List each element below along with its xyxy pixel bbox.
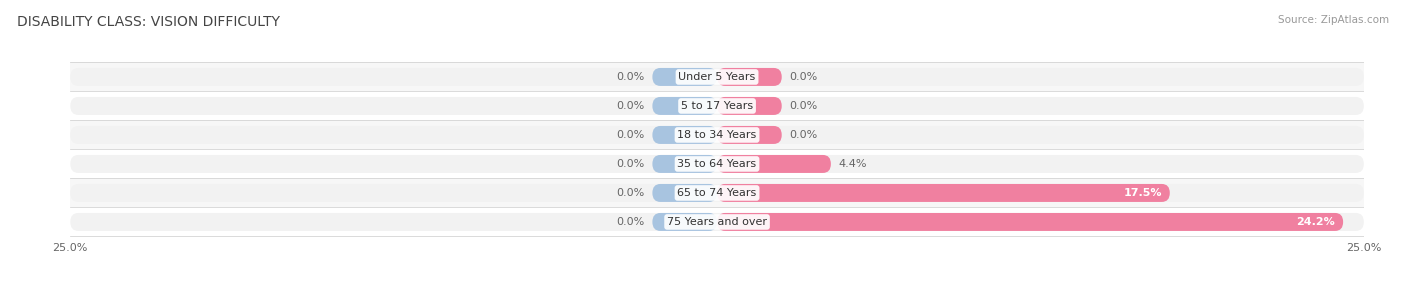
Text: DISABILITY CLASS: VISION DIFFICULTY: DISABILITY CLASS: VISION DIFFICULTY [17, 15, 280, 29]
FancyBboxPatch shape [717, 126, 782, 144]
Text: 0.0%: 0.0% [616, 72, 644, 82]
Text: 0.0%: 0.0% [616, 101, 644, 111]
Text: 0.0%: 0.0% [616, 217, 644, 227]
Bar [70, 178, 1364, 207]
Text: Under 5 Years: Under 5 Years [679, 72, 755, 82]
Text: 65 to 74 Years: 65 to 74 Years [678, 188, 756, 198]
Text: 0.0%: 0.0% [616, 188, 644, 198]
Text: 0.0%: 0.0% [790, 72, 818, 82]
FancyBboxPatch shape [717, 184, 1170, 202]
Text: Source: ZipAtlas.com: Source: ZipAtlas.com [1278, 15, 1389, 25]
Text: 0.0%: 0.0% [790, 130, 818, 140]
FancyBboxPatch shape [70, 68, 1364, 86]
Bar [70, 149, 1364, 178]
Text: 24.2%: 24.2% [1296, 217, 1336, 227]
Text: 0.0%: 0.0% [790, 101, 818, 111]
FancyBboxPatch shape [652, 213, 717, 231]
FancyBboxPatch shape [70, 155, 1364, 173]
FancyBboxPatch shape [652, 155, 717, 173]
FancyBboxPatch shape [717, 213, 1343, 231]
Text: 4.4%: 4.4% [838, 159, 868, 169]
FancyBboxPatch shape [652, 184, 717, 202]
FancyBboxPatch shape [70, 213, 1364, 231]
FancyBboxPatch shape [652, 68, 717, 86]
Text: 17.5%: 17.5% [1123, 188, 1161, 198]
Text: 75 Years and over: 75 Years and over [666, 217, 768, 227]
FancyBboxPatch shape [717, 97, 782, 115]
Bar [70, 120, 1364, 149]
FancyBboxPatch shape [717, 155, 831, 173]
Text: 18 to 34 Years: 18 to 34 Years [678, 130, 756, 140]
FancyBboxPatch shape [652, 97, 717, 115]
Text: 35 to 64 Years: 35 to 64 Years [678, 159, 756, 169]
FancyBboxPatch shape [717, 68, 782, 86]
Text: 0.0%: 0.0% [616, 159, 644, 169]
Bar [70, 207, 1364, 236]
Bar [70, 63, 1364, 92]
FancyBboxPatch shape [652, 126, 717, 144]
Text: 0.0%: 0.0% [616, 130, 644, 140]
FancyBboxPatch shape [70, 126, 1364, 144]
FancyBboxPatch shape [70, 97, 1364, 115]
FancyBboxPatch shape [70, 184, 1364, 202]
Text: 5 to 17 Years: 5 to 17 Years [681, 101, 754, 111]
Bar [70, 92, 1364, 120]
